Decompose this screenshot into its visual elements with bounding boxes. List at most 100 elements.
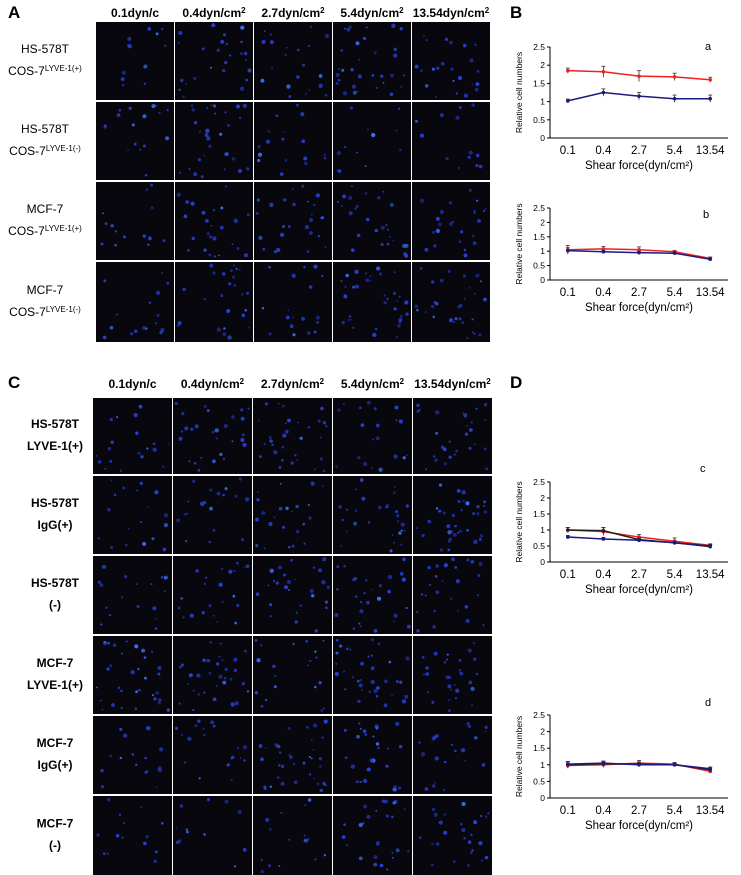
cell-nucleus xyxy=(201,47,205,51)
cell-nucleus xyxy=(420,593,424,596)
cell-nucleus xyxy=(208,540,211,544)
cell-nucleus xyxy=(335,638,339,642)
cell-nucleus xyxy=(143,841,147,846)
y-tick-label: 2 xyxy=(540,217,545,227)
cell-nucleus xyxy=(484,730,487,733)
y-tick-label: 1.5 xyxy=(533,743,545,753)
chart-label: d xyxy=(705,697,711,709)
cell-nucleus xyxy=(342,194,346,199)
cell-nucleus xyxy=(475,273,480,278)
text-part: (-) xyxy=(49,598,61,612)
cell-nucleus xyxy=(430,280,435,284)
superscript: 2 xyxy=(241,6,246,15)
cell-nucleus xyxy=(358,856,363,861)
cell-nucleus xyxy=(178,665,182,669)
cell-nucleus xyxy=(313,777,316,780)
cell-nucleus xyxy=(339,644,343,648)
cell-nucleus xyxy=(286,84,291,89)
cell-nucleus xyxy=(292,316,294,319)
cell-nucleus xyxy=(152,442,156,446)
x-tick-label: 13.54 xyxy=(696,569,725,581)
cell-nucleus xyxy=(400,543,403,546)
cell-nucleus xyxy=(472,241,477,246)
cell-nucleus xyxy=(472,512,475,515)
cell-nucleus xyxy=(318,757,323,761)
data-point xyxy=(672,75,677,79)
cell-nucleus xyxy=(478,538,482,541)
cell-nucleus xyxy=(179,804,184,808)
x-tick-label: 2.7 xyxy=(631,805,647,817)
cell-nucleus xyxy=(359,679,362,682)
micrograph xyxy=(173,716,252,794)
cell-nucleus xyxy=(96,833,100,837)
cell-nucleus xyxy=(352,627,356,630)
cell-nucleus xyxy=(268,827,272,831)
micrograph xyxy=(254,182,332,260)
cell-nucleus xyxy=(352,285,356,289)
cell-nucleus xyxy=(109,664,113,668)
cell-nucleus xyxy=(190,427,194,431)
cell-nucleus xyxy=(276,744,281,749)
cell-nucleus xyxy=(459,529,463,533)
cell-nucleus xyxy=(395,335,398,338)
micrograph xyxy=(333,22,411,100)
cell-nucleus xyxy=(355,488,358,491)
cell-nucleus xyxy=(120,689,123,693)
y-tick-label: 2 xyxy=(540,727,545,737)
cell-nucleus xyxy=(364,578,368,582)
cell-nucleus xyxy=(155,786,158,788)
cell-nucleus xyxy=(447,548,451,552)
cell-nucleus xyxy=(203,298,206,301)
chart-label: c xyxy=(700,463,706,475)
cell-nucleus xyxy=(460,509,463,512)
cell-nucleus xyxy=(457,75,462,81)
cell-nucleus xyxy=(118,813,122,816)
cell-nucleus xyxy=(393,454,398,459)
cell-nucleus xyxy=(419,133,425,138)
cell-nucleus xyxy=(322,639,325,642)
cell-nucleus xyxy=(430,304,435,309)
cell-nucleus xyxy=(382,81,385,84)
cell-nucleus xyxy=(378,505,382,510)
cell-nucleus xyxy=(431,842,434,846)
cell-nucleus xyxy=(205,107,209,110)
cell-nucleus xyxy=(355,284,360,289)
y-axis-label: Relative cell numbers xyxy=(514,203,524,284)
cell-nucleus xyxy=(294,620,298,624)
cell-nucleus xyxy=(302,522,306,526)
cell-nucleus xyxy=(209,66,212,69)
cell-nucleus xyxy=(245,564,250,569)
cell-nucleus xyxy=(288,588,291,591)
micrograph xyxy=(253,556,332,634)
cell-nucleus xyxy=(323,719,328,724)
cell-nucleus xyxy=(290,461,294,465)
cell-nucleus xyxy=(235,104,241,109)
cell-nucleus xyxy=(460,748,466,753)
cell-nucleus xyxy=(183,513,186,516)
x-axis-label: Shear force(dyn/cm²) xyxy=(585,584,693,596)
cell-nucleus xyxy=(211,23,216,28)
cell-nucleus xyxy=(311,594,315,598)
cell-nucleus xyxy=(377,196,381,200)
cell-nucleus xyxy=(345,647,349,651)
cell-nucleus xyxy=(106,507,111,512)
cell-nucleus xyxy=(224,111,227,114)
cell-nucleus xyxy=(206,409,210,413)
y-tick-label: 1.5 xyxy=(533,509,545,519)
cell-nucleus xyxy=(295,611,298,614)
cell-nucleus xyxy=(222,457,226,461)
cell-nucleus xyxy=(349,318,352,321)
cell-nucleus xyxy=(178,607,180,610)
cell-nucleus xyxy=(391,815,394,818)
text-part: COS-7 xyxy=(8,64,45,78)
cell-nucleus xyxy=(198,777,201,780)
data-point xyxy=(566,99,570,103)
cell-nucleus xyxy=(211,430,215,434)
cell-nucleus xyxy=(443,462,447,466)
cell-nucleus xyxy=(467,724,472,729)
data-point xyxy=(637,250,641,255)
cell-nucleus xyxy=(466,529,469,532)
micrograph xyxy=(175,262,253,342)
cell-nucleus xyxy=(444,37,449,42)
cell-nucleus xyxy=(324,606,328,610)
